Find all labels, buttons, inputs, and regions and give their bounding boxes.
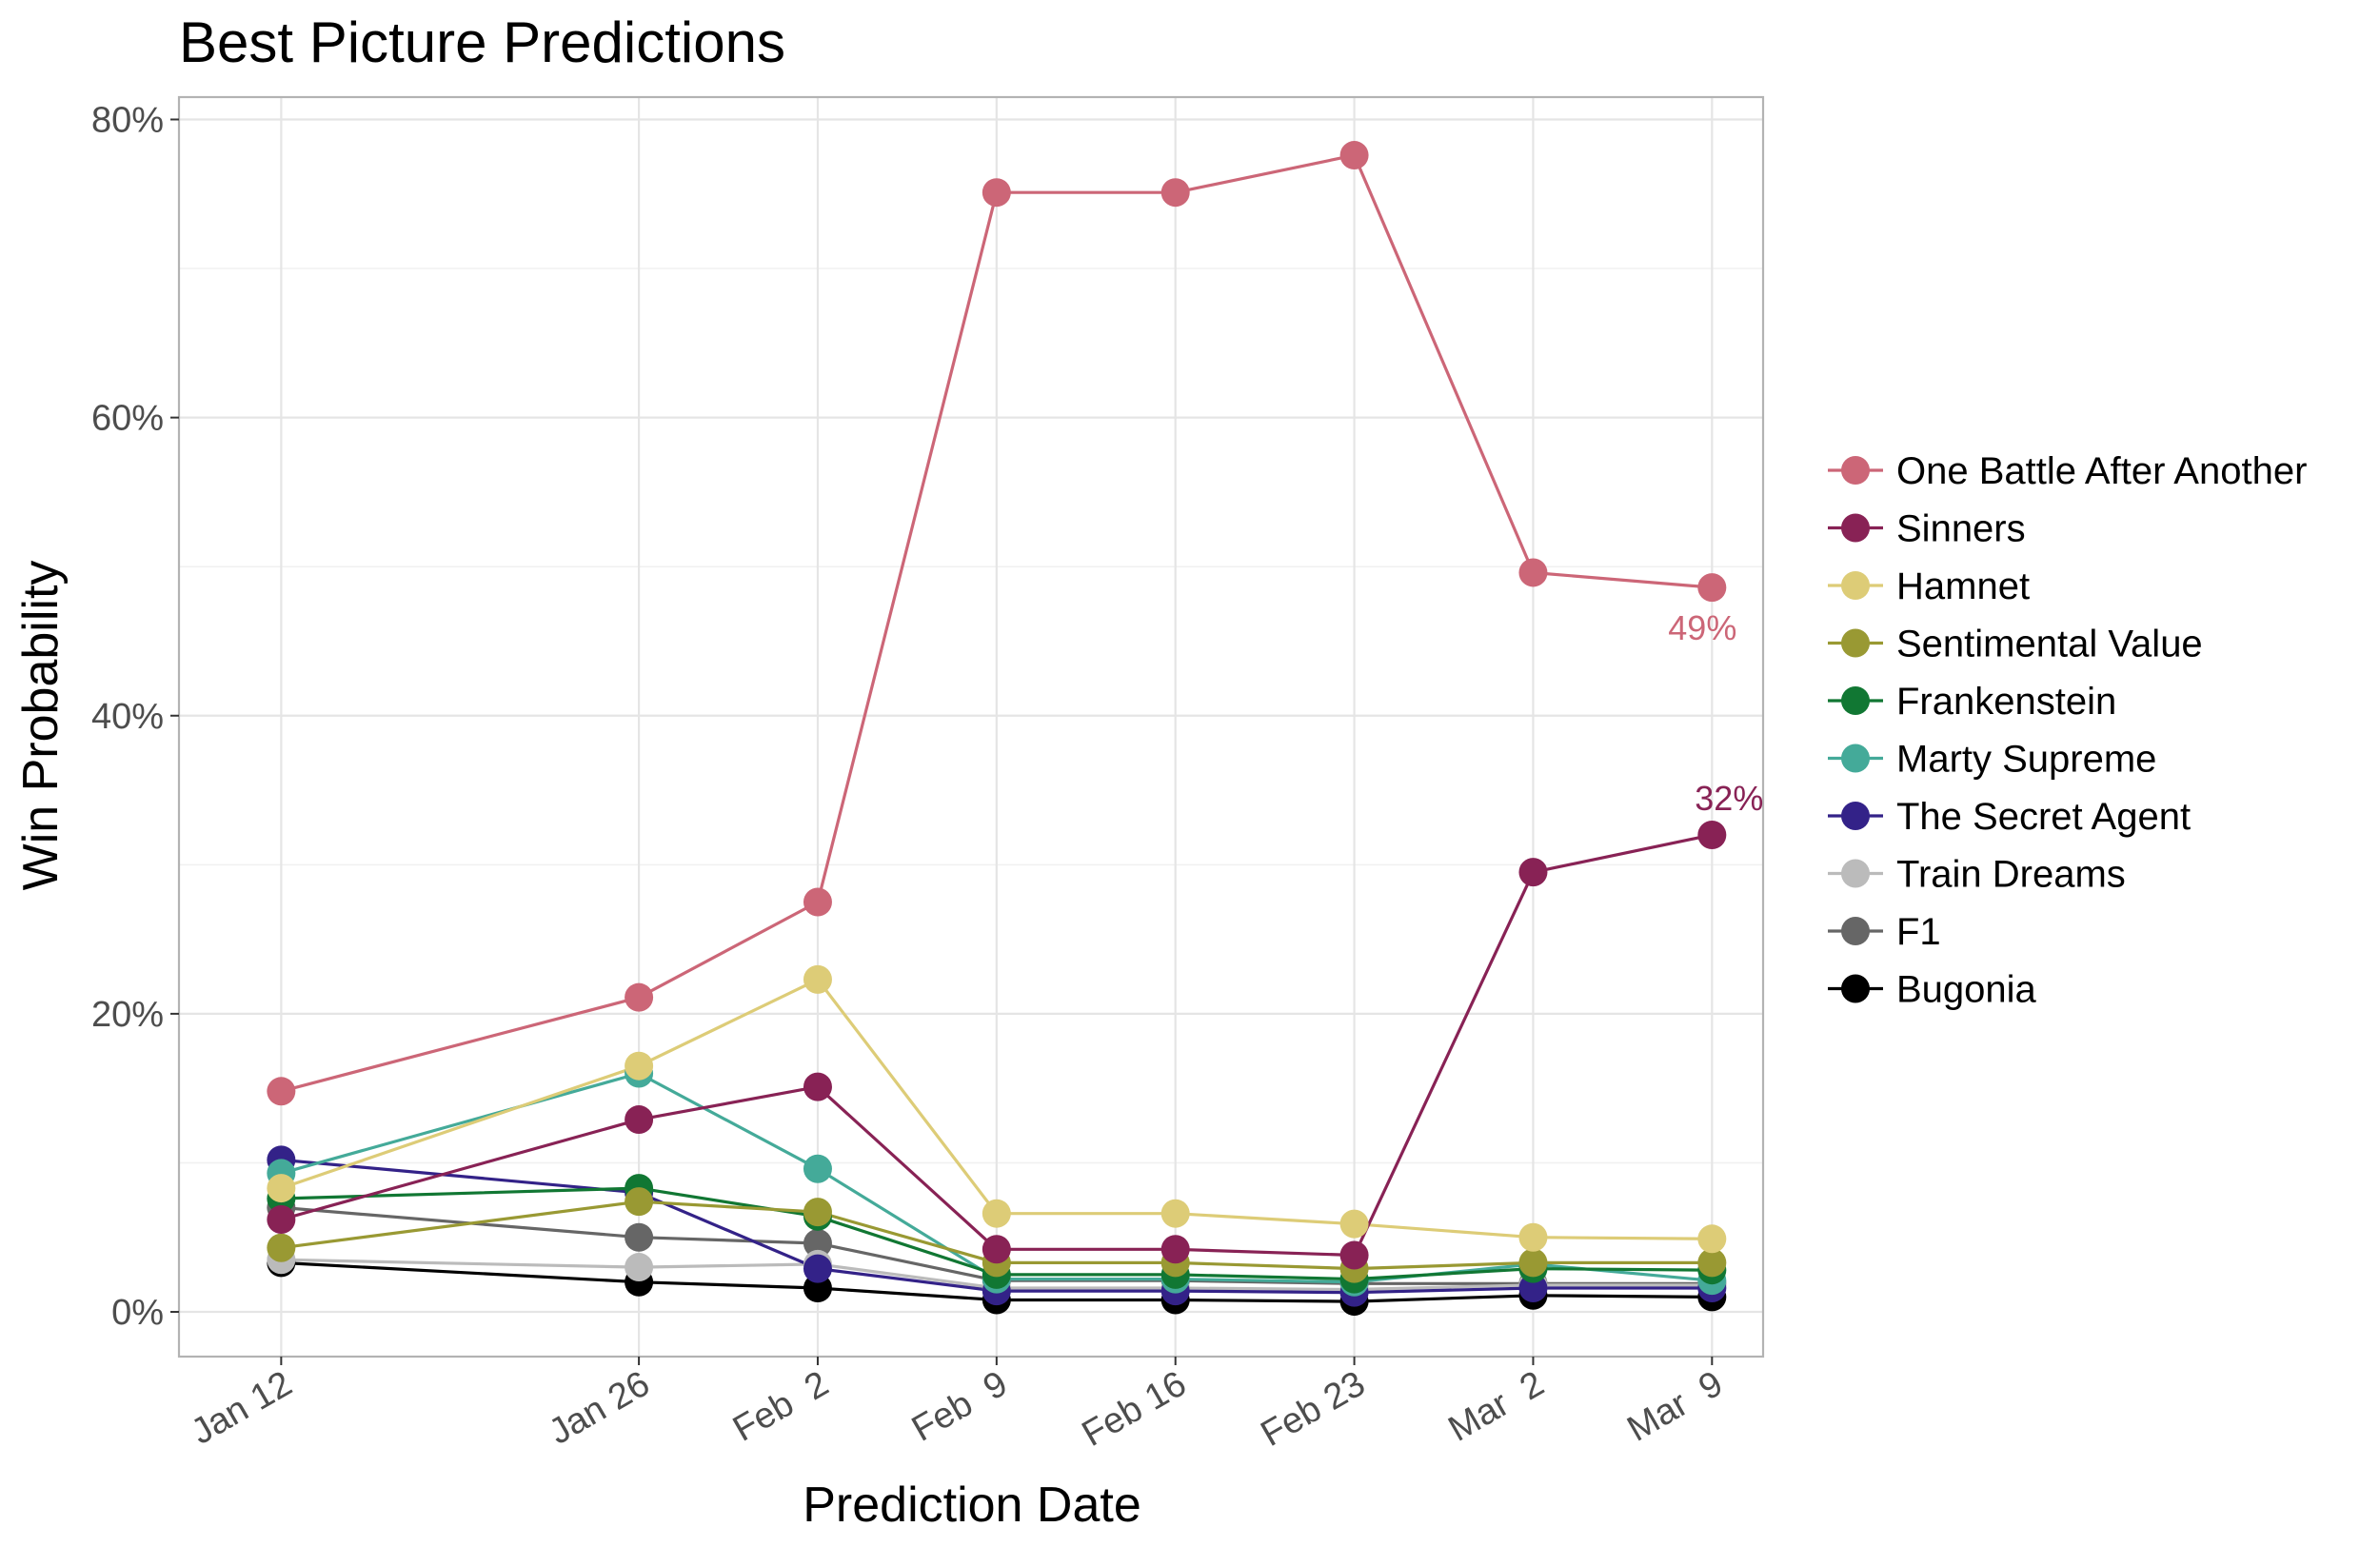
series-line-sinners — [280, 833, 1713, 1258]
annotation-layer: 49% 32% — [1668, 608, 1763, 818]
data-point-sentimental-value — [1518, 1248, 1548, 1278]
data-point-sinners — [803, 1072, 832, 1101]
legend-key-point — [1841, 802, 1870, 830]
legend-label: One Battle After Another — [1896, 450, 2307, 492]
annotation-label: 49% — [1668, 608, 1736, 647]
legend-item-hamnet: Hamnet — [1828, 565, 2030, 607]
legend-label: Train Dreams — [1896, 854, 2126, 896]
data-point-sinners — [982, 1235, 1011, 1264]
legend-label: F1 — [1896, 911, 1941, 953]
legend-label: Bugonia — [1896, 969, 2037, 1011]
y-axis-title: Win Probability — [13, 561, 69, 891]
legend: One Battle After Another Sinners Hamnet Sen… — [1828, 450, 2307, 1011]
legend-key-point — [1841, 456, 1870, 485]
data-point-one-battle-after-another — [267, 1077, 296, 1106]
series-line-sentimental-value — [281, 1200, 1713, 1271]
data-point-f1 — [803, 1229, 832, 1259]
series-line-hamnet — [280, 978, 1713, 1240]
legend-label: Hamnet — [1896, 565, 2030, 607]
data-point-hamnet — [982, 1199, 1011, 1228]
legend-key-point — [1841, 744, 1870, 773]
data-point-one-battle-after-another — [1697, 573, 1727, 603]
legend-item-one-battle-after-another: One Battle After Another — [1828, 450, 2307, 492]
data-point-one-battle-after-another — [625, 982, 654, 1012]
legend-label: Marty Supreme — [1896, 739, 2156, 781]
legend-key-point — [1841, 917, 1870, 945]
legend-label: Sentimental Value — [1896, 624, 2203, 665]
x-axis-title: Prediction Date — [803, 1478, 1141, 1533]
series-line-bugonia — [281, 1260, 1713, 1303]
plot-panel — [177, 95, 1765, 1359]
data-point-hamnet — [625, 1051, 654, 1081]
series-layer — [267, 141, 1727, 1317]
legend-key-point — [1841, 513, 1870, 543]
data-point-sentimental-value — [267, 1233, 296, 1262]
y-tick-label: 60% — [91, 399, 164, 439]
panel-border — [177, 95, 1765, 1359]
data-point-one-battle-after-another — [1339, 141, 1369, 170]
data-point-sentimental-value — [1697, 1248, 1727, 1278]
y-axis-ticks: 0% 20% 40% 60% 80% — [91, 100, 179, 1333]
legend-key-point — [1841, 974, 1870, 1003]
data-point-sinners — [1518, 858, 1548, 887]
legend-item-marty-supreme: Marty Supreme — [1828, 739, 2156, 781]
y-tick-label: 80% — [91, 100, 164, 140]
chart-title: Best Picture Predictions — [179, 10, 785, 74]
data-point-sinners — [267, 1204, 296, 1234]
legend-item-the-secret-agent: The Secret Agent — [1828, 796, 2191, 838]
data-point-one-battle-after-another — [1160, 178, 1190, 208]
y-tick-label: 40% — [91, 697, 164, 737]
data-point-hamnet — [1697, 1224, 1727, 1254]
legend-item-f1: F1 — [1828, 911, 1941, 953]
data-point-one-battle-after-another — [803, 887, 832, 917]
data-point-one-battle-after-another — [1518, 558, 1548, 587]
data-point-one-battle-after-another — [982, 178, 1011, 208]
data-point-sinners — [1339, 1240, 1369, 1270]
y-tick-label: 0% — [111, 1293, 164, 1333]
panel-background — [179, 97, 1763, 1357]
data-point-sinners — [1160, 1235, 1190, 1264]
legend-item-frankenstein: Frankenstein — [1828, 681, 2116, 723]
series-line-the-secret-agent — [281, 1158, 1713, 1295]
data-point-hamnet — [1160, 1199, 1190, 1228]
series-line-one-battle-after-another — [280, 153, 1713, 1093]
data-point-sinners — [1697, 821, 1727, 850]
legend-item-sinners: Sinners — [1828, 508, 2026, 550]
legend-key-point — [1841, 571, 1870, 600]
data-point-hamnet — [1518, 1222, 1548, 1252]
data-point-sentimental-value — [625, 1187, 654, 1217]
legend-label: Frankenstein — [1896, 681, 2116, 723]
legend-label: The Secret Agent — [1896, 796, 2191, 838]
y-tick-label: 20% — [91, 995, 164, 1035]
data-point-sentimental-value — [803, 1198, 832, 1227]
data-point-hamnet — [267, 1174, 296, 1203]
series-line-frankenstein — [281, 1186, 1713, 1281]
legend-key-point — [1841, 628, 1870, 658]
data-point-train-dreams — [625, 1253, 654, 1282]
series-line-marty-supreme — [280, 1071, 1713, 1284]
legend-key-point — [1841, 859, 1870, 888]
data-point-marty-supreme — [803, 1154, 832, 1183]
series-line-train-dreams — [281, 1258, 1713, 1292]
legend-item-train-dreams: Train Dreams — [1828, 854, 2126, 896]
data-point-f1 — [625, 1222, 654, 1252]
data-point-hamnet — [803, 964, 832, 994]
legend-item-sentimental-value: Sentimental Value — [1828, 624, 2203, 665]
annotation-label: 32% — [1695, 779, 1763, 818]
legend-item-bugonia: Bugonia — [1828, 969, 2037, 1011]
data-point-hamnet — [1339, 1209, 1369, 1239]
legend-key-point — [1841, 686, 1870, 715]
data-point-sinners — [625, 1105, 654, 1135]
legend-label: Sinners — [1896, 508, 2026, 550]
data-point-the-secret-agent — [803, 1254, 832, 1283]
